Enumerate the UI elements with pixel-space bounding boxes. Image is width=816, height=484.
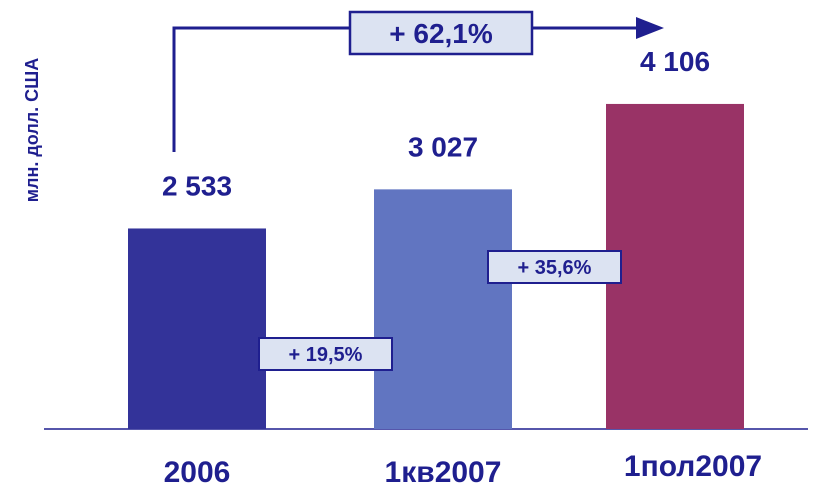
bar-2 (374, 189, 512, 429)
x-tick-label: 1кв2007 (385, 456, 502, 484)
bar-value-label: 4 106 (640, 46, 710, 77)
growth-badge-box (348, 10, 534, 56)
x-tick-label: 1пол2007 (624, 450, 762, 483)
growth-badge: + 35,6% (487, 250, 622, 284)
growth-badge-box (258, 337, 393, 371)
growth-badge-label: + 35,6% (518, 257, 592, 279)
growth-badge-label: + 62,1% (389, 18, 493, 49)
x-tick-label: 2006 (164, 456, 231, 484)
growth-badge-label: + 19,5% (289, 344, 363, 366)
bar-3 (606, 103, 744, 430)
bar-value-label: 3 027 (408, 131, 478, 162)
growth-badge: + 62,1% (348, 10, 534, 56)
growth-badge: + 19,5% (258, 337, 393, 371)
tick-labels-group: 2006 1кв2007 1пол2007 (164, 450, 762, 484)
value-labels-group: 2 533 3 027 4 106 (162, 46, 710, 202)
bars-group (128, 103, 744, 430)
bar-1 (128, 228, 266, 429)
growth-badge-box (487, 250, 622, 284)
y-axis-label: млн. долл. США (22, 58, 42, 203)
growth-badges-group: + 19,5% + 35,6% + 62,1% (258, 10, 622, 371)
bar-value-label: 2 533 (162, 170, 232, 201)
